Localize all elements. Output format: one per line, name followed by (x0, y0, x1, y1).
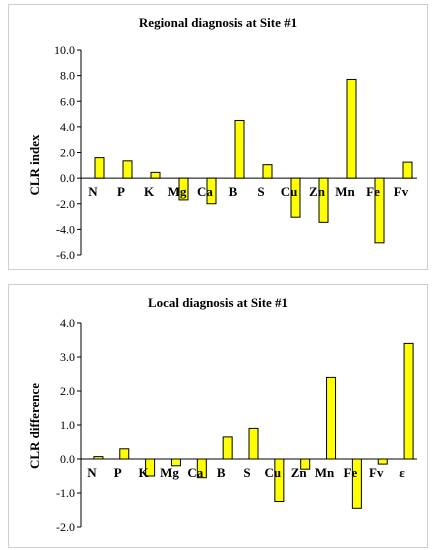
y-tick-label: 6.0 (60, 94, 75, 108)
bar-fv (402, 161, 413, 179)
bar-mn (326, 376, 337, 460)
bar-n (94, 157, 105, 179)
bar-zn (300, 458, 311, 470)
category-label: Fe (366, 184, 380, 199)
bar-mn (346, 78, 357, 179)
local-diagnosis-chart: Local diagnosis at Site #1 CLR differenc… (27, 295, 417, 534)
category-label: Zn (291, 465, 308, 480)
y-tick-label: 1.0 (60, 418, 75, 432)
y-tick-label: 2.0 (60, 384, 75, 398)
y-tick-label: 0.0 (60, 452, 75, 466)
bar-p (122, 160, 133, 179)
bar-ε (403, 342, 414, 460)
y-tick-label: 10.0 (54, 43, 75, 57)
y-tick-label: 3.0 (60, 350, 75, 364)
category-label: Cu (265, 465, 282, 480)
bar-cu (290, 177, 301, 218)
y-tick-label: 2.0 (60, 146, 75, 160)
category-label: Mn (335, 184, 355, 199)
bar-fe (374, 177, 385, 244)
category-label: Fv (369, 465, 384, 480)
y-axis-title: CLR difference (27, 383, 42, 469)
y-tick-label: 8.0 (60, 69, 75, 83)
y-tick-label: 4.0 (60, 316, 75, 330)
bar-cu (274, 458, 285, 502)
y-tick-label: 0.0 (60, 171, 75, 185)
category-label: P (114, 465, 122, 480)
chart-panel-regional: Regional diagnosis at Site #1 CLR index … (8, 4, 428, 270)
y-tick-label: 4.0 (60, 120, 75, 134)
category-label: N (88, 184, 98, 199)
chart-title: Regional diagnosis at Site #1 (139, 15, 297, 30)
category-label: S (243, 465, 250, 480)
category-label: N (87, 465, 97, 480)
y-tick-label: -1.0 (56, 486, 75, 500)
category-label: Mg (168, 184, 187, 199)
category-label: Fe (344, 465, 358, 480)
category-label: Mn (315, 465, 335, 480)
bar-k (145, 458, 156, 477)
category-label: Fv (394, 184, 409, 199)
chart-plot-area: 4.0 3.0 2.0 1.0 0.0 -1.0 -2.0 N P K Mg Ca B S Cu Zn Mn Fe… (56, 316, 417, 534)
y-tick-label: -6.0 (56, 248, 75, 262)
category-label: Ca (187, 465, 203, 480)
bar-ca (206, 177, 217, 205)
category-label: ε (399, 465, 405, 480)
chart-title: Local diagnosis at Site #1 (148, 295, 288, 310)
bar-k (150, 171, 161, 179)
category-label: Zn (309, 184, 326, 199)
bar-b (222, 436, 233, 460)
category-label: K (139, 465, 150, 480)
bar-n (93, 456, 104, 460)
bar-zn (318, 177, 329, 223)
category-label: B (217, 465, 226, 480)
category-label: Ca (197, 184, 213, 199)
category-label: Mg (160, 465, 179, 480)
chart-plot-area: 10.0 8.0 6.0 4.0 2.0 0.0 -2.0 -4.0 -6.0 N P K Mg Ca B S… (54, 43, 417, 262)
bar-b (234, 119, 245, 179)
category-label: B (229, 184, 238, 199)
bar-p (119, 448, 130, 460)
bar-ca (196, 458, 207, 479)
bar-fv (377, 458, 388, 465)
regional-diagnosis-chart: Regional diagnosis at Site #1 CLR index … (27, 15, 417, 262)
bar-s (248, 427, 259, 460)
chart-panel-local: Local diagnosis at Site #1 CLR differenc… (8, 284, 428, 548)
bar-s (262, 164, 273, 179)
y-tick-label: -4.0 (56, 222, 75, 236)
category-label: P (117, 184, 125, 199)
category-label: Cu (281, 184, 298, 199)
category-label: K (144, 184, 155, 199)
category-label: S (257, 184, 264, 199)
y-axis-title: CLR index (27, 134, 42, 196)
y-tick-label: -2.0 (56, 520, 75, 534)
bar-fe (351, 458, 362, 509)
bar-mg (170, 458, 181, 467)
y-tick-label: -2.0 (56, 197, 75, 211)
bar-mg (178, 177, 189, 201)
